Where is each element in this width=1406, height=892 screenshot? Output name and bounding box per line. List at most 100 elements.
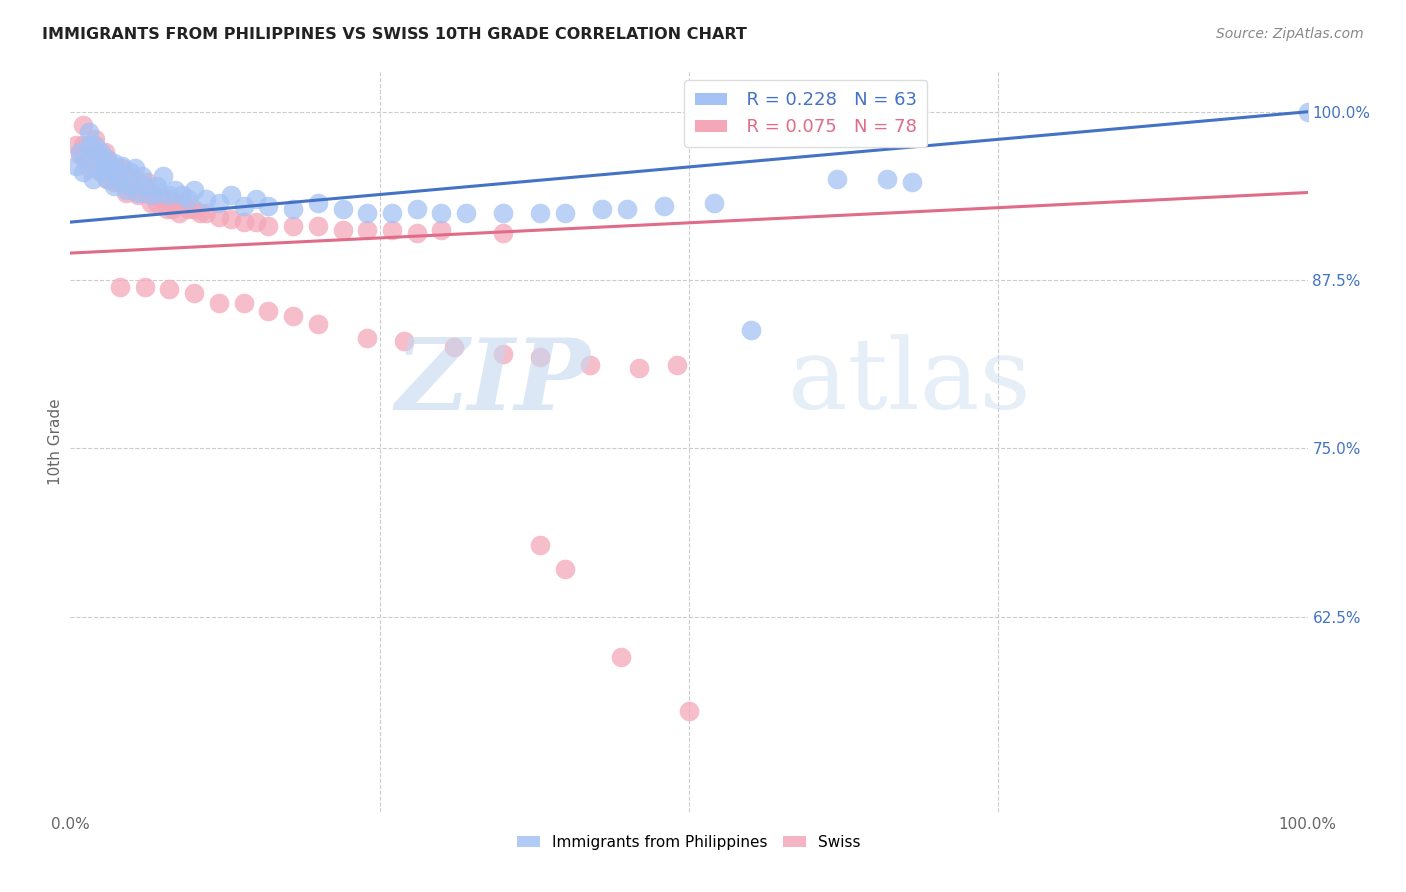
Point — [591, 202, 613, 216]
Point — [82, 172, 104, 186]
Point — [610, 649, 633, 664]
Point — [195, 205, 218, 219]
Point — [90, 165, 112, 179]
Point — [86, 148, 108, 162]
Point — [165, 183, 187, 197]
Point — [554, 205, 576, 219]
Point — [381, 205, 404, 219]
Point — [77, 145, 100, 160]
Point — [139, 196, 162, 211]
Point — [160, 202, 183, 216]
Point — [108, 279, 131, 293]
Point — [307, 318, 329, 332]
Point — [443, 340, 465, 354]
Point — [139, 188, 162, 202]
Point — [356, 223, 378, 237]
Point — [876, 172, 898, 186]
Point — [134, 178, 156, 193]
Point — [69, 145, 91, 160]
Point — [105, 165, 128, 179]
Point — [245, 215, 267, 229]
Point — [492, 205, 515, 219]
Point — [146, 178, 169, 193]
Point — [143, 188, 166, 202]
Point — [1296, 104, 1319, 119]
Point — [90, 145, 112, 160]
Point — [111, 161, 134, 176]
Point — [183, 286, 205, 301]
Point — [98, 161, 121, 176]
Point — [77, 138, 100, 153]
Point — [492, 226, 515, 240]
Point — [103, 178, 125, 193]
Point — [281, 310, 304, 324]
Point — [257, 199, 280, 213]
Point — [84, 148, 107, 162]
Point — [232, 296, 254, 310]
Point — [430, 205, 453, 219]
Point — [72, 165, 94, 179]
Point — [96, 172, 118, 186]
Point — [84, 138, 107, 153]
Point — [678, 704, 700, 718]
Point — [332, 202, 354, 216]
Point — [529, 205, 551, 219]
Point — [108, 175, 131, 189]
Point — [165, 199, 187, 213]
Point — [183, 183, 205, 197]
Point — [307, 219, 329, 234]
Text: IMMIGRANTS FROM PHILIPPINES VS SWISS 10TH GRADE CORRELATION CHART: IMMIGRANTS FROM PHILIPPINES VS SWISS 10T… — [42, 27, 747, 42]
Point — [65, 159, 87, 173]
Point — [124, 172, 146, 186]
Point — [108, 175, 131, 189]
Point — [257, 304, 280, 318]
Point — [170, 188, 193, 202]
Point — [82, 138, 104, 153]
Point — [127, 188, 149, 202]
Point — [170, 196, 193, 211]
Point — [456, 205, 478, 219]
Point — [232, 215, 254, 229]
Point — [86, 159, 108, 173]
Point — [827, 172, 849, 186]
Point — [72, 118, 94, 132]
Point — [405, 226, 427, 240]
Point — [94, 145, 117, 160]
Point — [69, 148, 91, 162]
Point — [84, 131, 107, 145]
Point — [177, 192, 200, 206]
Point — [82, 152, 104, 166]
Point — [245, 192, 267, 206]
Point — [105, 165, 128, 179]
Point — [77, 161, 100, 176]
Point — [157, 192, 180, 206]
Point — [219, 212, 242, 227]
Point — [94, 159, 117, 173]
Point — [167, 205, 190, 219]
Point — [90, 148, 112, 162]
Y-axis label: 10th Grade: 10th Grade — [48, 398, 63, 485]
Point — [281, 219, 304, 234]
Point — [77, 125, 100, 139]
Point — [65, 138, 87, 153]
Point — [96, 152, 118, 166]
Point — [381, 223, 404, 237]
Point — [281, 202, 304, 216]
Point — [394, 334, 416, 348]
Point — [529, 538, 551, 552]
Point — [134, 279, 156, 293]
Text: atlas: atlas — [787, 334, 1031, 430]
Point — [75, 143, 97, 157]
Point — [652, 199, 675, 213]
Point — [208, 196, 231, 211]
Point — [740, 323, 762, 337]
Point — [529, 350, 551, 364]
Point — [157, 282, 180, 296]
Point — [103, 175, 125, 189]
Point — [900, 175, 922, 189]
Point — [146, 196, 169, 211]
Point — [115, 186, 138, 200]
Point — [136, 175, 159, 189]
Point — [111, 159, 134, 173]
Point — [356, 205, 378, 219]
